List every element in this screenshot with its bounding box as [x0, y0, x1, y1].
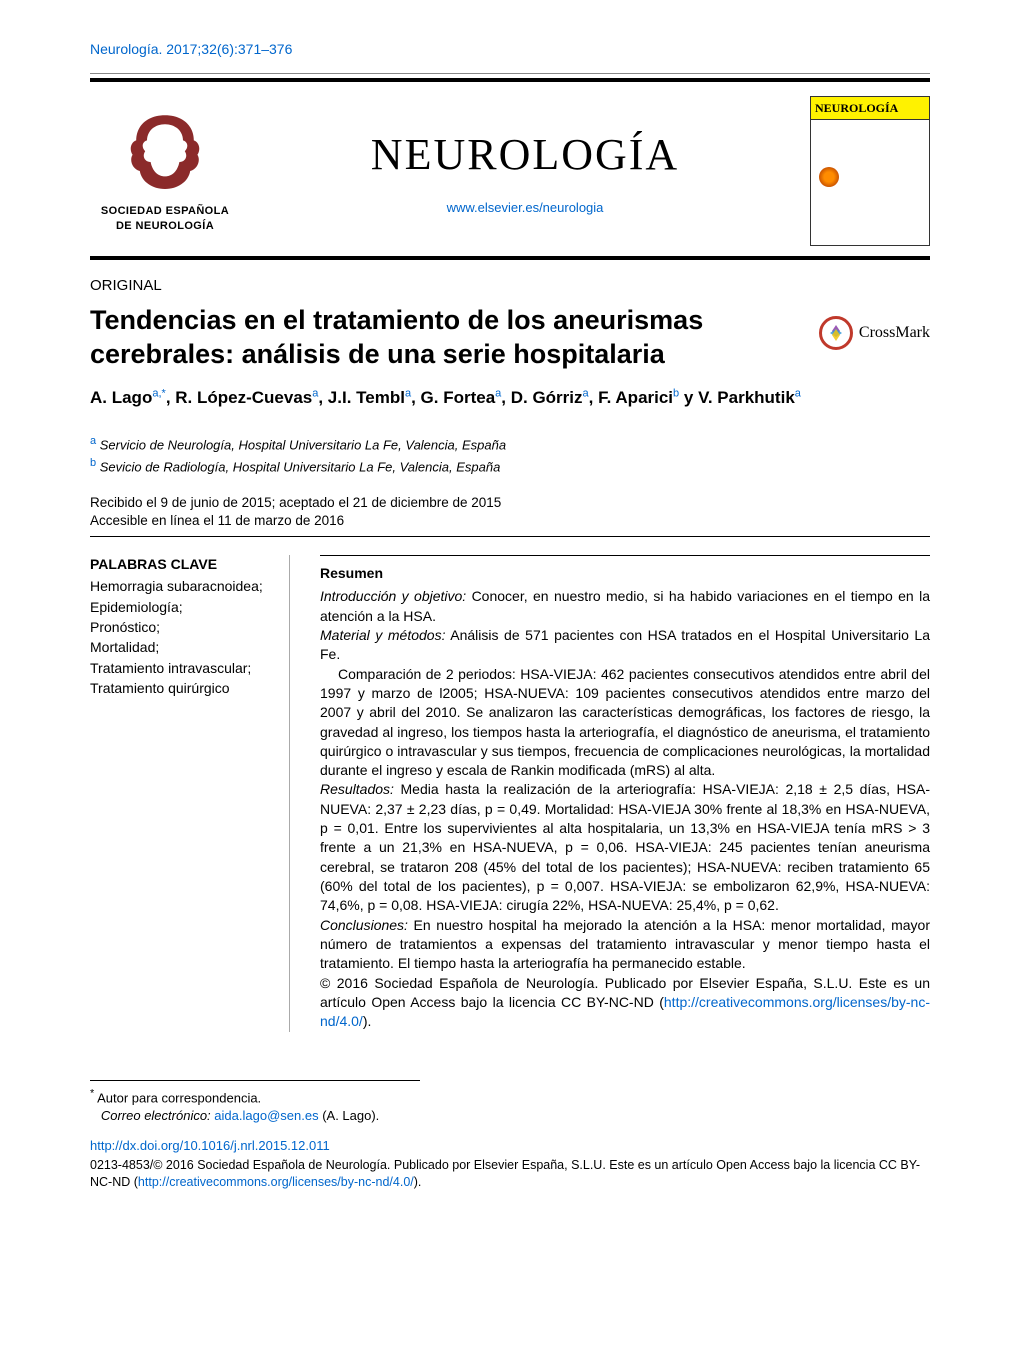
citation-link[interactable]: Neurología. 2017;32(6):371–376	[90, 40, 930, 59]
abstract-conclusions-text: En nuestro hospital ha mejorado la atenc…	[320, 917, 930, 972]
society-name-line1: SOCIEDAD ESPAÑOLA	[90, 204, 240, 219]
correspondence-mark: *	[90, 1090, 94, 1105]
abstract-results-label: Resultados:	[320, 781, 394, 797]
abstract-intro: Introducción y objetivo: Conocer, en nue…	[320, 587, 930, 626]
keywords-column: PALABRAS CLAVE Hemorragia subaracnoidea;…	[90, 555, 290, 1031]
cover-thumb-graphic	[819, 167, 839, 187]
abstract-methods: Material y métodos: Análisis de 571 paci…	[320, 626, 930, 665]
footnote-separator	[90, 1080, 420, 1081]
abstract-methods-para2: Comparación de 2 periodos: HSA-VIEJA: 46…	[320, 665, 930, 781]
correspondence-email-link[interactable]: aida.lago@sen.es	[214, 1108, 318, 1123]
affiliation: a Servicio de Neurología, Hospital Unive…	[90, 434, 930, 454]
keyword-item: Tratamiento intravascular;	[90, 658, 279, 678]
brain-icon	[120, 108, 210, 198]
header-thin-rule	[90, 73, 930, 74]
abstract-heading: Resumen	[320, 564, 930, 583]
copyright-suffix: ).	[414, 1175, 422, 1189]
society-logo: SOCIEDAD ESPAÑOLA DE NEUROLOGÍA	[90, 108, 240, 234]
header-thick-rule-bottom	[90, 256, 930, 260]
journal-url-link[interactable]: www.elsevier.es/neurologia	[240, 199, 810, 217]
meta-rule	[90, 536, 930, 537]
abstract-intro-label: Introducción y objetivo:	[320, 588, 466, 604]
footer-license-link[interactable]: http://creativecommons.org/licenses/by-n…	[138, 1175, 414, 1189]
abstract-methods-label: Material y métodos:	[320, 627, 445, 643]
crossmark-icon	[819, 316, 853, 350]
keywords-heading: PALABRAS CLAVE	[90, 555, 279, 574]
abstract-conclusions-label: Conclusiones:	[320, 917, 408, 933]
journal-cover-thumbnail: NEUROLOGÍA	[810, 96, 930, 246]
journal-name: NEUROLOGÍA	[240, 125, 810, 184]
abstract-column: Resumen Introducción y objetivo: Conocer…	[320, 555, 930, 1031]
keyword-item: Tratamiento quirúrgico	[90, 678, 279, 698]
received-accepted-date: Recibido el 9 de junio de 2015; aceptado…	[90, 494, 930, 512]
online-date: Accesible en línea el 11 de marzo de 201…	[90, 512, 930, 530]
copyright-footer: 0213-4853/© 2016 Sociedad Española de Ne…	[90, 1157, 930, 1191]
cover-thumb-title: NEUROLOGÍA	[811, 97, 929, 120]
abstract-conclusions: Conclusiones: En nuestro hospital ha mej…	[320, 916, 930, 974]
authors: A. Lagoa,*, R. López-Cuevasa, J.I. Tembl…	[90, 386, 930, 411]
affiliation: b Sevicio de Radiología, Hospital Univer…	[90, 456, 930, 476]
journal-title-block: NEUROLOGÍA www.elsevier.es/neurologia	[240, 125, 810, 216]
affiliations: a Servicio de Neurología, Hospital Unive…	[90, 434, 930, 476]
correspondence-label: Autor para correspondencia.	[97, 1090, 261, 1105]
correspondence-footnote: * Autor para correspondencia. Correo ele…	[90, 1087, 930, 1126]
keywords-list: Hemorragia subaracnoidea;Epidemiología;P…	[90, 576, 279, 698]
keyword-item: Epidemiología;	[90, 597, 279, 617]
crossmark-label: CrossMark	[859, 322, 930, 344]
society-name-line2: DE NEUROLOGÍA	[90, 219, 240, 234]
correspondence-email-label: Correo electrónico:	[101, 1108, 211, 1123]
section-label: ORIGINAL	[90, 276, 930, 296]
journal-header: SOCIEDAD ESPAÑOLA DE NEUROLOGÍA NEUROLOG…	[90, 82, 930, 256]
keyword-item: Mortalidad;	[90, 637, 279, 657]
abstract-results-text: Media hasta la realización de la arterio…	[320, 781, 930, 913]
abstract-row: PALABRAS CLAVE Hemorragia subaracnoidea;…	[90, 555, 930, 1031]
abstract-results: Resultados: Media hasta la realización d…	[320, 780, 930, 915]
abstract-license-suffix: ).	[363, 1013, 372, 1029]
doi-link[interactable]: http://dx.doi.org/10.1016/j.nrl.2015.12.…	[90, 1137, 930, 1155]
article-title: Tendencias en el tratamiento de los aneu…	[90, 304, 730, 372]
keyword-item: Hemorragia subaracnoidea;	[90, 576, 279, 596]
crossmark-badge[interactable]: CrossMark	[819, 316, 930, 350]
abstract-license: © 2016 Sociedad Española de Neurología. …	[320, 974, 930, 1032]
correspondence-author: (A. Lago).	[322, 1108, 379, 1123]
keyword-item: Pronóstico;	[90, 617, 279, 637]
